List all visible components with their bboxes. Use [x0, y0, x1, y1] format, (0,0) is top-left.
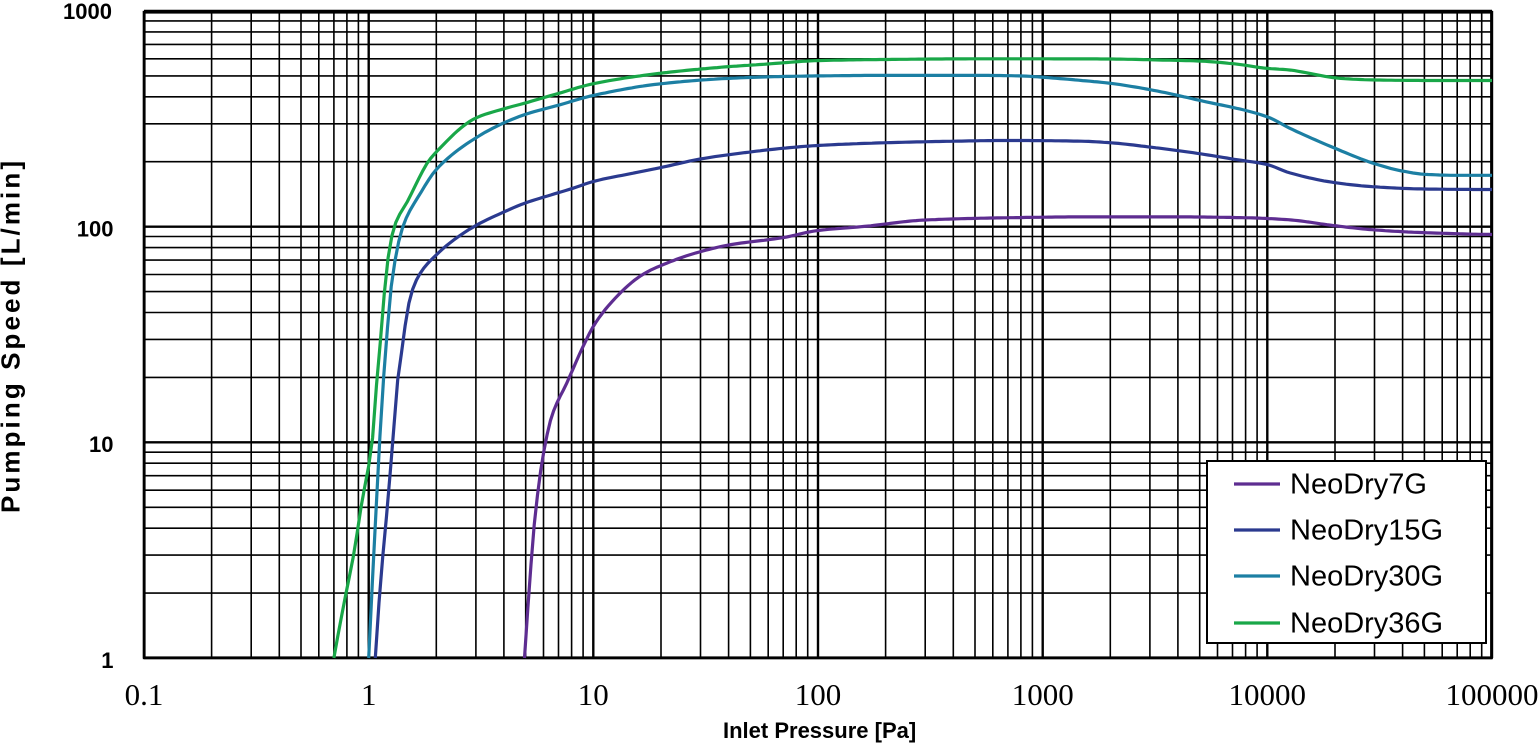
- svg-text:1000: 1000: [1012, 677, 1074, 712]
- svg-text:NeoDry15G: NeoDry15G: [1290, 515, 1443, 547]
- svg-text:10: 10: [578, 677, 609, 712]
- svg-text:NeoDry36G: NeoDry36G: [1290, 608, 1443, 640]
- svg-text:100: 100: [795, 677, 842, 712]
- svg-text:1000: 1000: [63, 0, 112, 24]
- svg-text:Pumping Speed [L/min]: Pumping Speed [L/min]: [0, 161, 26, 513]
- svg-text:1: 1: [101, 648, 113, 673]
- svg-text:100: 100: [77, 217, 114, 242]
- svg-text:100000: 100000: [1446, 677, 1539, 712]
- svg-text:NeoDry7G: NeoDry7G: [1290, 469, 1427, 501]
- svg-text:0.1: 0.1: [125, 677, 164, 712]
- svg-text:NeoDry30G: NeoDry30G: [1290, 561, 1443, 593]
- svg-text:Inlet Pressure [Pa]: Inlet Pressure [Pa]: [723, 718, 916, 743]
- svg-text:10000: 10000: [1229, 677, 1307, 712]
- svg-text:10: 10: [89, 432, 113, 457]
- svg-text:1: 1: [361, 677, 377, 712]
